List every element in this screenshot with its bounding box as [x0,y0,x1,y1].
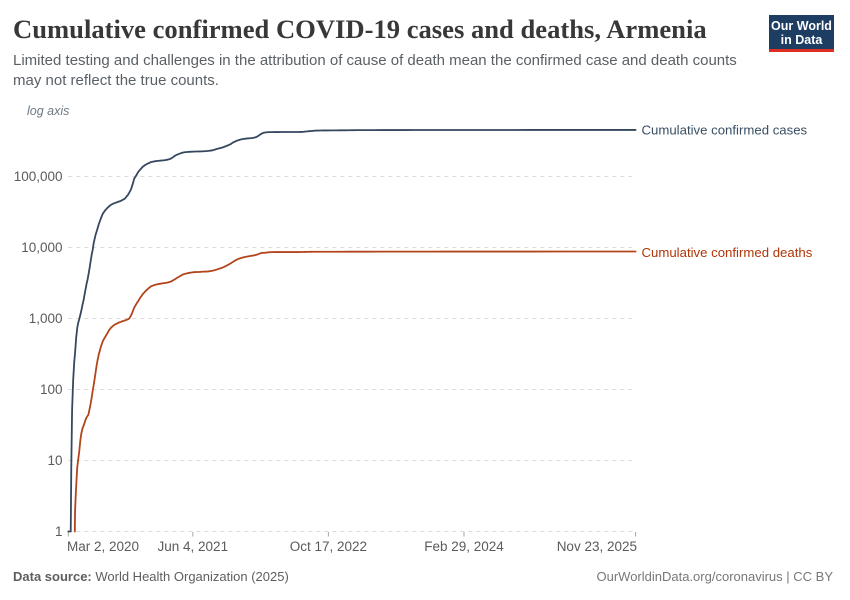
svg-text:100: 100 [40,382,63,397]
svg-text:Mar 2, 2020: Mar 2, 2020 [67,539,139,554]
svg-text:Oct 17, 2022: Oct 17, 2022 [290,539,367,554]
svg-text:100,000: 100,000 [14,169,63,184]
svg-text:Cumulative confirmed cases: Cumulative confirmed cases [642,123,808,138]
svg-text:10: 10 [47,453,62,468]
svg-text:1: 1 [55,524,63,539]
svg-text:Feb 29, 2024: Feb 29, 2024 [424,539,504,554]
svg-text:Jun 4, 2021: Jun 4, 2021 [158,539,229,554]
svg-text:OurWorldinData.org/coronavirus: OurWorldinData.org/coronavirus | CC BY [596,569,833,584]
svg-text:Nov 23, 2025: Nov 23, 2025 [557,539,637,554]
svg-text:Data source: World Health Orga: Data source: World Health Organization (… [13,569,289,584]
svg-text:Cumulative confirmed deaths: Cumulative confirmed deaths [642,245,813,260]
svg-text:1,000: 1,000 [29,311,63,326]
svg-text:10,000: 10,000 [21,240,62,255]
